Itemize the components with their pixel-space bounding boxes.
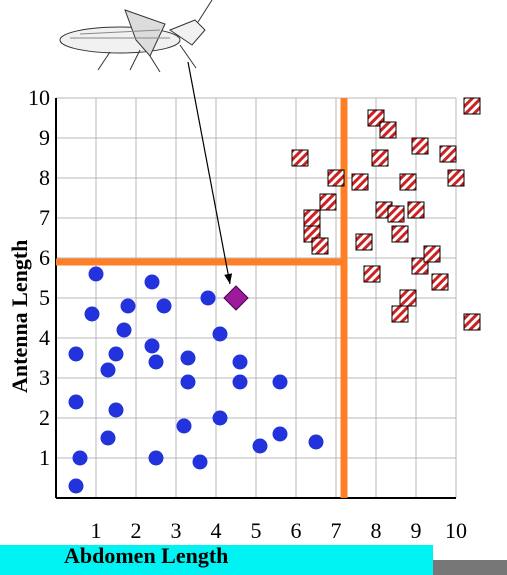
x-tick-label: 7 xyxy=(331,518,342,543)
square-point xyxy=(355,233,373,251)
circle-point xyxy=(156,298,172,314)
y-tick-label: 3 xyxy=(39,365,50,390)
square-series xyxy=(291,97,481,331)
y-axis-title: Antenna Length xyxy=(7,239,32,393)
circle-point xyxy=(116,322,132,338)
square-point xyxy=(319,193,337,211)
x-tick-label: 3 xyxy=(171,518,182,543)
square-point xyxy=(371,149,389,167)
square-point xyxy=(291,149,309,167)
y-tick-label: 1 xyxy=(39,445,50,470)
y-tick-labels: 1 2 3 4 5 6 7 8 9 10 xyxy=(28,85,50,470)
y-tick-label: 4 xyxy=(39,325,50,350)
y-tick-label: 10 xyxy=(28,85,50,110)
square-point xyxy=(399,173,417,191)
query-point-diamond xyxy=(223,285,249,311)
y-tick-label: 8 xyxy=(39,165,50,190)
square-point xyxy=(311,237,329,255)
circle-point xyxy=(88,266,104,282)
square-point xyxy=(447,169,465,187)
y-tick-label: 2 xyxy=(39,405,50,430)
square-point xyxy=(327,169,345,187)
x-axis-band xyxy=(0,545,433,575)
circle-point xyxy=(176,418,192,434)
square-point xyxy=(439,145,457,163)
circle-point xyxy=(108,346,124,362)
square-point xyxy=(363,265,381,283)
square-point xyxy=(387,205,405,223)
square-point xyxy=(407,201,425,219)
circle-point xyxy=(108,402,124,418)
plot-grid xyxy=(55,97,457,499)
x-tick-label: 2 xyxy=(131,518,142,543)
square-point xyxy=(463,313,481,331)
x-axis-band-right xyxy=(433,560,507,575)
square-point xyxy=(391,305,409,323)
circle-point xyxy=(200,290,216,306)
threshold-lines xyxy=(56,98,348,498)
circle-point xyxy=(272,374,288,390)
circle-point xyxy=(68,478,84,494)
square-point xyxy=(423,245,441,263)
grasshopper-icon xyxy=(59,0,213,73)
y-tick-label: 7 xyxy=(39,205,50,230)
y-tick-label: 6 xyxy=(39,245,50,270)
circle-point xyxy=(144,274,160,290)
x-tick-label: 4 xyxy=(211,518,222,543)
circle-series xyxy=(68,266,324,494)
circle-point xyxy=(272,426,288,442)
circle-point xyxy=(68,346,84,362)
circle-point xyxy=(144,338,160,354)
circle-point xyxy=(232,354,248,370)
x-tick-label: 10 xyxy=(445,518,467,543)
square-point xyxy=(303,209,321,227)
circle-point xyxy=(148,450,164,466)
x-tick-label: 5 xyxy=(251,518,262,543)
circle-point xyxy=(212,410,228,426)
circle-point xyxy=(192,454,208,470)
circle-point xyxy=(68,394,84,410)
x-tick-label: 8 xyxy=(371,518,382,543)
square-point xyxy=(431,273,449,291)
circle-point xyxy=(232,374,248,390)
square-point xyxy=(411,137,429,155)
square-point xyxy=(399,289,417,307)
query-pointer-arrowhead xyxy=(224,273,233,284)
square-point xyxy=(463,97,481,115)
x-tick-labels: 1 2 3 4 5 6 7 8 9 10 xyxy=(91,518,468,543)
circle-point xyxy=(180,374,196,390)
x-tick-label: 6 xyxy=(291,518,302,543)
circle-point xyxy=(180,350,196,366)
x-tick-label: 9 xyxy=(411,518,422,543)
circle-point xyxy=(120,298,136,314)
circle-point xyxy=(212,326,228,342)
square-point xyxy=(391,225,409,243)
square-point xyxy=(351,173,369,191)
circle-point xyxy=(308,434,324,450)
circle-point xyxy=(72,450,88,466)
circle-point xyxy=(252,438,268,454)
circle-point xyxy=(100,430,116,446)
x-axis-title: Abdomen Length xyxy=(64,543,229,568)
circle-point xyxy=(148,354,164,370)
x-tick-label: 1 xyxy=(91,518,102,543)
square-point xyxy=(379,121,397,139)
query-pointer-arrow xyxy=(187,61,231,285)
circle-point xyxy=(84,306,100,322)
circle-point xyxy=(100,362,116,378)
y-tick-label: 9 xyxy=(39,125,50,150)
y-tick-label: 5 xyxy=(39,285,50,310)
